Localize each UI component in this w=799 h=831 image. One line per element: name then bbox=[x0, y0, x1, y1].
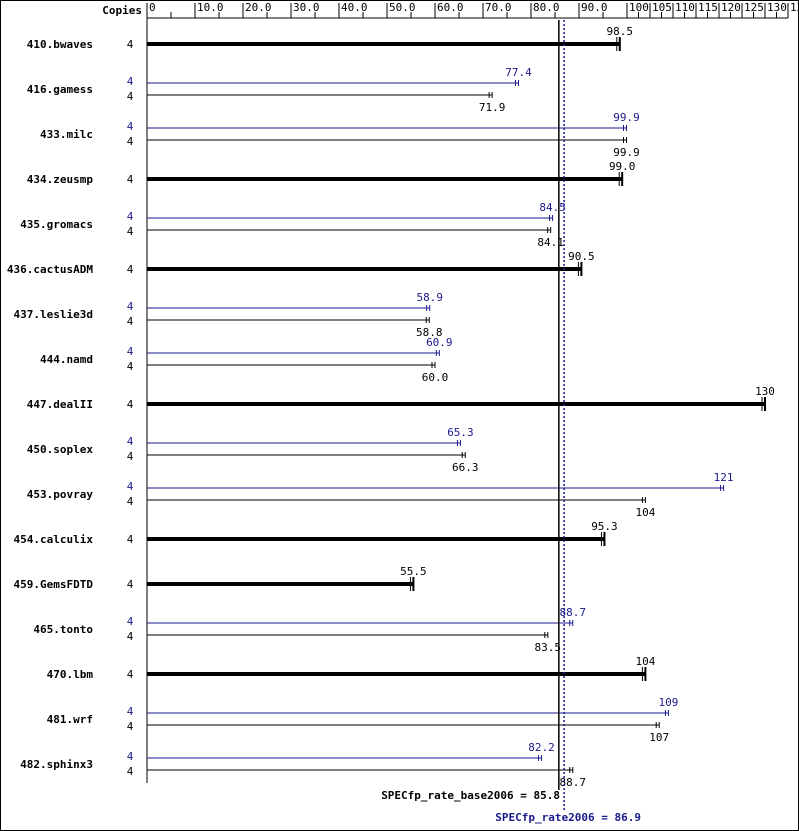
base-copies: 4 bbox=[127, 173, 134, 186]
base-value-label: 55.5 bbox=[400, 565, 427, 578]
benchmark-label: 435.gromacs bbox=[20, 218, 93, 231]
base-copies: 4 bbox=[127, 668, 134, 681]
base-copies: 4 bbox=[127, 578, 134, 591]
peak-copies: 4 bbox=[127, 705, 134, 718]
base-copies: 4 bbox=[127, 495, 134, 508]
peak-copies: 4 bbox=[127, 615, 134, 628]
peak-copies: 4 bbox=[127, 435, 134, 448]
base-copies: 4 bbox=[127, 450, 134, 463]
benchmark-label: 416.gamess bbox=[27, 83, 93, 96]
x-tick-label: 50.0 bbox=[389, 1, 416, 14]
benchmark-label: 444.namd bbox=[40, 353, 93, 366]
base-value-label: 90.5 bbox=[568, 250, 595, 263]
x-tick-label: 80.0 bbox=[533, 1, 560, 14]
benchmark-label: 450.soplex bbox=[27, 443, 94, 456]
base-copies: 4 bbox=[127, 720, 134, 733]
x-tick-label: 20.0 bbox=[245, 1, 272, 14]
base-copies: 4 bbox=[127, 398, 134, 411]
peak-copies: 4 bbox=[127, 300, 134, 313]
peak-copies: 4 bbox=[127, 480, 134, 493]
peak-copies: 4 bbox=[127, 75, 134, 88]
benchmark-label: 434.zeusmp bbox=[27, 173, 94, 186]
base-value-label: 98.5 bbox=[607, 25, 634, 38]
x-tick-label: 120 bbox=[721, 1, 741, 14]
base-value-label: 99.0 bbox=[609, 160, 636, 173]
x-tick-label: 0 bbox=[149, 1, 156, 14]
base-copies: 4 bbox=[127, 263, 134, 276]
peak-value-label: 121 bbox=[714, 471, 734, 484]
x-tick-label: 70.0 bbox=[485, 1, 512, 14]
peak-value-label: 58.9 bbox=[416, 291, 443, 304]
peak-value-label: 77.4 bbox=[505, 66, 532, 79]
base-value-label: 104 bbox=[635, 655, 655, 668]
x-tick-label: 110 bbox=[675, 1, 695, 14]
benchmark-label: 447.dealII bbox=[27, 398, 93, 411]
base-value-label: 104 bbox=[635, 506, 655, 519]
x-tick-label: 130 bbox=[767, 1, 787, 14]
base-copies: 4 bbox=[127, 765, 134, 778]
x-tick-label: 90.0 bbox=[581, 1, 608, 14]
base-value-label: 107 bbox=[649, 731, 669, 744]
peak-value-label: 82.2 bbox=[528, 741, 555, 754]
x-tick-label: 30.0 bbox=[293, 1, 320, 14]
benchmark-label: 482.sphinx3 bbox=[20, 758, 93, 771]
base-value-label: 60.0 bbox=[422, 371, 449, 384]
x-tick-label: 115 bbox=[698, 1, 718, 14]
peak-value-label: 99.9 bbox=[613, 111, 640, 124]
peak-value-label: 109 bbox=[658, 696, 678, 709]
x-tick-label: 135 bbox=[790, 1, 799, 14]
base-value-label: 66.3 bbox=[452, 461, 479, 474]
base-copies: 4 bbox=[127, 360, 134, 373]
benchmark-label: 470.lbm bbox=[47, 668, 94, 681]
peak-copies: 4 bbox=[127, 750, 134, 763]
x-tick-label: 125 bbox=[744, 1, 764, 14]
base-copies: 4 bbox=[127, 630, 134, 643]
base-value-label: 88.7 bbox=[560, 776, 587, 789]
base-summary-label: SPECfp_rate_base2006 = 85.8 bbox=[381, 789, 560, 802]
benchmark-label: 436.cactusADM bbox=[7, 263, 93, 276]
base-copies: 4 bbox=[127, 38, 134, 51]
base-value-label: 84.1 bbox=[537, 236, 564, 249]
benchmark-label: 410.bwaves bbox=[27, 38, 93, 51]
base-value-label: 99.9 bbox=[613, 146, 640, 159]
peak-value-label: 65.3 bbox=[447, 426, 474, 439]
benchmark-label: 454.calculix bbox=[14, 533, 94, 546]
benchmark-label: 465.tonto bbox=[33, 623, 93, 636]
peak-value-label: 84.5 bbox=[539, 201, 566, 214]
x-tick-label: 105 bbox=[652, 1, 672, 14]
x-tick-label: 60.0 bbox=[437, 1, 464, 14]
benchmark-label: 453.povray bbox=[27, 488, 94, 501]
base-value-label: 83.5 bbox=[535, 641, 562, 654]
base-value-label: 71.9 bbox=[479, 101, 506, 114]
benchmark-label: 481.wrf bbox=[47, 713, 93, 726]
x-tick-label: 100 bbox=[629, 1, 649, 14]
peak-summary-label: SPECfp_rate2006 = 86.9 bbox=[495, 811, 641, 824]
copies-header: Copies bbox=[102, 4, 142, 17]
base-copies: 4 bbox=[127, 135, 134, 148]
benchmark-label: 459.GemsFDTD bbox=[14, 578, 94, 591]
peak-copies: 4 bbox=[127, 210, 134, 223]
peak-copies: 4 bbox=[127, 120, 134, 133]
peak-value-label: 88.7 bbox=[560, 606, 587, 619]
peak-value-label: 60.9 bbox=[426, 336, 453, 349]
base-copies: 4 bbox=[127, 315, 134, 328]
x-tick-label: 40.0 bbox=[341, 1, 368, 14]
peak-copies: 4 bbox=[127, 345, 134, 358]
base-copies: 4 bbox=[127, 90, 134, 103]
x-tick-label: 10.0 bbox=[197, 1, 224, 14]
benchmark-label: 433.milc bbox=[40, 128, 93, 141]
base-value-label: 130 bbox=[755, 385, 775, 398]
base-copies: 4 bbox=[127, 225, 134, 238]
base-copies: 4 bbox=[127, 533, 134, 546]
benchmark-label: 437.leslie3d bbox=[14, 308, 93, 321]
base-value-label: 58.8 bbox=[416, 326, 443, 339]
base-value-label: 95.3 bbox=[591, 520, 618, 533]
